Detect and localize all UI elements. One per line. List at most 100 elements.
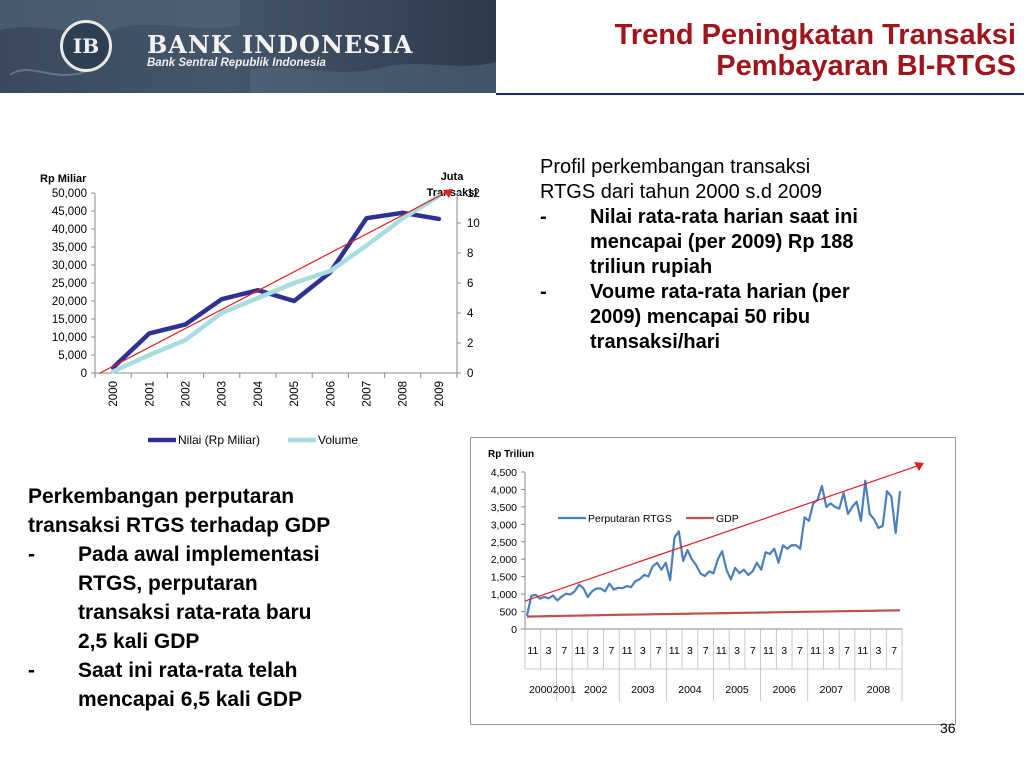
chart1-left-tick-label: 35,000 <box>52 242 87 254</box>
profil-heading-2: RTGS dari tahun 2000 s.d 2009 <box>540 181 823 203</box>
bank-subtitle: Bank Sentral Republik Indonesia <box>147 57 326 69</box>
chart2-month-label: 3 <box>546 645 552 657</box>
chart1-x-tick-label: 2005 <box>289 381 301 407</box>
chart2-year-label: 2007 <box>820 684 844 696</box>
chart1-trendline-arrowhead <box>442 189 453 198</box>
chart2-month-label: 7 <box>750 645 756 657</box>
chart2-ylabel: Rp Triliun <box>488 449 534 460</box>
chart2-trendline <box>524 464 921 602</box>
chart2-trendline-arrowhead <box>914 462 924 472</box>
header-banner: IB BANK INDONESIA Bank Sentral Republik … <box>0 0 496 93</box>
perkembangan-heading-1: Perkembangan perputaran <box>28 485 295 508</box>
chart2-y-tick-label: 500 <box>499 607 517 619</box>
chart2-series-gdp-line <box>526 609 901 618</box>
chart2-y-tick-label: 1,500 <box>491 572 517 584</box>
perkembangan-panel: Perkembangan perputaran transaksi RTGS t… <box>28 482 458 714</box>
chart1-right-tick-label: 10 <box>467 218 480 230</box>
bank-name: BANK INDONESIA <box>147 30 414 59</box>
chart1-legend-label: Volume <box>318 433 358 447</box>
chart1-legend-label: Nilai (Rp Miliar) <box>178 433 260 447</box>
chart2-month-label: 7 <box>797 645 803 657</box>
chart2-year-label: 2003 <box>631 684 655 696</box>
profil-panel: Profil perkembangan transaksi RTGS dari … <box>540 155 960 355</box>
chart2-month-label: 7 <box>608 645 614 657</box>
chart1-x-tick-label: 2009 <box>434 381 446 407</box>
chart2-y-tick-label: 3,000 <box>491 519 517 531</box>
chart2-month-label: 3 <box>781 645 787 657</box>
chart1-left-tick-label: 20,000 <box>52 296 87 308</box>
chart2-year-label: 2005 <box>725 684 749 696</box>
logo-text: IB <box>72 34 100 58</box>
chart2-year-label: 2000 <box>529 684 553 696</box>
chart2-y-tick-label: 1,000 <box>491 589 517 601</box>
perkembangan-heading-2: transaksi RTGS terhadap GDP <box>28 514 331 537</box>
chart2-y-tick-label: 2,500 <box>491 537 517 549</box>
profil-bullet-2: - Voume rata-rata harian (per 2009) menc… <box>540 280 960 355</box>
bullet-dash: - <box>540 206 547 228</box>
chart2-year-label: 2006 <box>773 684 797 696</box>
chart1-left-tick-label: 0 <box>81 368 87 380</box>
rtgs-value-volume-chart: Rp Miliar Juta Transaksi 05,00010,00015,… <box>40 171 480 447</box>
bullet-dash: - <box>540 281 547 303</box>
chart1-right-tick-label: 6 <box>467 278 473 290</box>
profil-bullet-1-line-1: Nilai rata-rata harian saat ini <box>590 206 858 228</box>
chart2-month-label: 11 <box>669 645 680 657</box>
chart2-legend-label: GDP <box>716 513 739 525</box>
chart1-left-tick-label: 40,000 <box>52 224 87 236</box>
slide-title-line1: Trend Peningkatan Transaksi <box>614 19 1016 51</box>
perkembangan-bullet-1-line-4: 2,5 kali GDP <box>78 630 200 653</box>
chart1-right-tick-label: 8 <box>467 248 473 260</box>
profil-bullet-1-line-3: triliun rupiah <box>590 256 713 278</box>
chart2-month-label: 11 <box>527 645 538 657</box>
chart2-month-label: 7 <box>561 645 567 657</box>
profil-bullet-2-line-2: 2009) mencapai 50 ribu <box>590 306 811 328</box>
chart2-month-label: 3 <box>640 645 646 657</box>
chart1-x-tick-label: 2001 <box>144 381 156 407</box>
perkembangan-bullet-1-line-3: transaksi rata-rata baru <box>78 601 312 624</box>
page-number: 36 <box>940 720 956 736</box>
rtgs-turnover-gdp-chart: Rp Triliun 0 500 1,000 1,500 2,000 2,500 3,000… <box>470 437 956 725</box>
chart1-right-tick-label: 2 <box>467 338 473 350</box>
chart1-left-tick-label: 45,000 <box>52 206 87 218</box>
chart2-month-label: 7 <box>891 645 897 657</box>
chart1-trendline <box>98 190 450 375</box>
chart2-month-label: 11 <box>857 645 868 657</box>
bank-indonesia-logo: IB <box>60 20 112 72</box>
chart2-month-label: 3 <box>876 645 882 657</box>
bullet-dash: - <box>28 659 35 682</box>
chart2-y-tick-label: 2,000 <box>491 554 517 566</box>
chart2-month-label: 7 <box>656 645 662 657</box>
title-box: Trend Peningkatan Transaksi Pembayaran B… <box>496 0 1024 95</box>
chart2-month-label: 11 <box>622 645 633 657</box>
chart1-left-tick-label: 25,000 <box>52 278 87 290</box>
chart1-ylabel-right-1: Juta <box>441 171 465 183</box>
chart2-month-label: 11 <box>575 645 586 657</box>
chart1-left-tick-label: 10,000 <box>52 332 87 344</box>
chart1-series-nilai-line <box>110 210 442 370</box>
chart2-month-label: 7 <box>703 645 709 657</box>
chart2-month-label: 11 <box>810 645 821 657</box>
chart1-right-tick-label: 4 <box>467 308 474 320</box>
chart1-x-tick-label: 2003 <box>217 381 229 407</box>
perkembangan-bullet-1-line-2: RTGS, perputaran <box>78 572 258 595</box>
chart1-x-tick-label: 2008 <box>398 381 410 407</box>
profil-heading-1: Profil perkembangan transaksi <box>540 156 811 178</box>
chart1-x-tick-label: 2002 <box>181 381 193 407</box>
chart1-x-tick-label: 2006 <box>325 381 337 407</box>
profil-bullet-1-line-2: mencapai (per 2009) Rp 188 <box>590 231 854 253</box>
chart1-right-tick-label: 12 <box>467 188 480 200</box>
chart1-left-tick-label: 50,000 <box>52 188 87 200</box>
chart1-left-tick-label: 15,000 <box>52 314 87 326</box>
chart2-y-tick-label: 3,500 <box>491 502 517 514</box>
chart2-year-label: 2004 <box>678 684 702 696</box>
profil-bullet-2-line-1: Voume rata-rata harian (per <box>590 281 850 303</box>
chart2-month-label: 7 <box>844 645 850 657</box>
chart2-y-tick-label: 0 <box>511 624 517 636</box>
slide-title: Trend Peningkatan Transaksi Pembayaran B… <box>496 20 1016 82</box>
perkembangan-bullet-2: - Saat ini rata-rata telah mencapai 6,5 … <box>28 656 458 714</box>
chart2-month-label: 3 <box>593 645 599 657</box>
chart2-month-label: 11 <box>763 645 774 657</box>
chart2-y-tick-label: 4,500 <box>491 467 517 479</box>
chart2-series-perputaran-line <box>525 479 902 616</box>
chart1-right-tick-label: 0 <box>467 368 473 380</box>
